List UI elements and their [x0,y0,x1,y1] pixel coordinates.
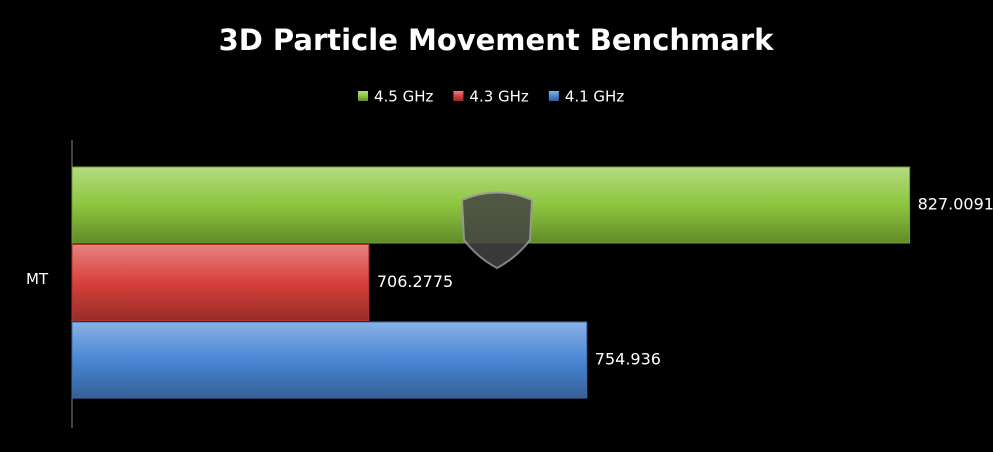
plot: MT 827.0091 706.2775 754.936 [26,166,993,399]
legend-label: 4.5 GHz [374,88,434,106]
y-tick-label: MT [26,270,49,288]
data-label: 827.0091 [918,195,993,214]
bar [71,244,370,321]
watermark [460,191,534,270]
legend-label: 4.1 GHz [565,88,625,106]
chart-title: 3D Particle Movement Benchmark [219,23,775,57]
legend-swatch [453,91,464,101]
data-label: 706.2775 [377,272,453,291]
legend-swatch [548,91,559,101]
data-label: 754.936 [595,350,661,369]
legend-swatch [358,91,368,101]
bar [71,321,588,399]
legend-label: 4.3 GHz [469,88,529,106]
